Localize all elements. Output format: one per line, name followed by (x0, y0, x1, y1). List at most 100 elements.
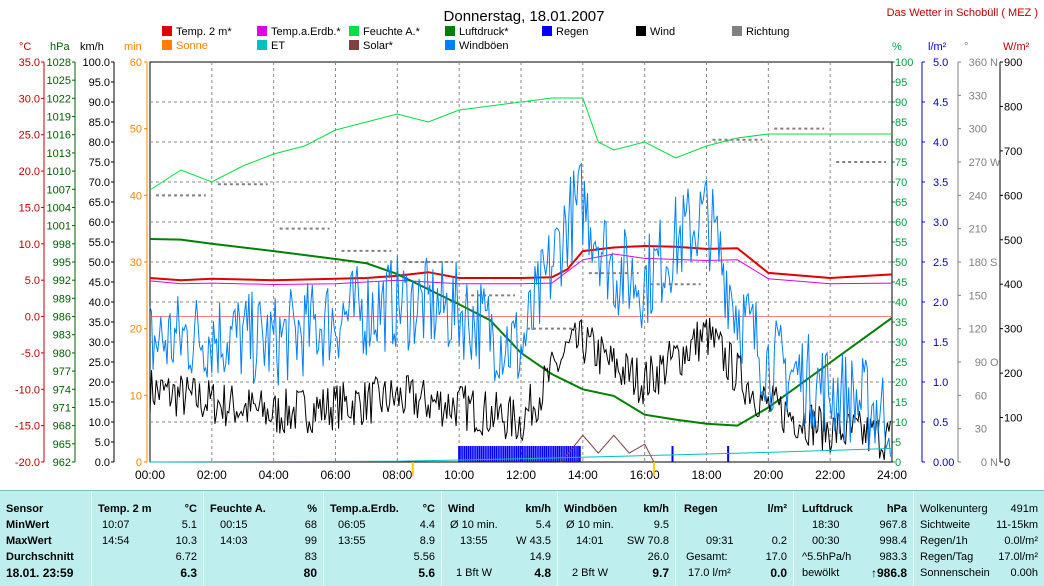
tick-hpa: 1013 (47, 148, 71, 160)
wind-max-time: 13:55 (460, 533, 488, 549)
press-current: ↑986.8 (871, 565, 907, 581)
rain-max-value: 0.2 (772, 533, 787, 549)
tick-pct: 30 (895, 337, 907, 349)
sensor-max-label: MaxWert (6, 533, 52, 549)
tick-temp: 0.0 (25, 312, 40, 324)
legend-label: Regen (556, 26, 588, 38)
gust-max-time: 14:01 (576, 533, 604, 549)
ground-avg: 5.56 (414, 549, 435, 565)
misc-rain1h-label: Regen/1h (920, 533, 968, 549)
hum-min-time: 00:15 (220, 517, 248, 533)
legend-label: ET (271, 40, 285, 52)
misc-visibility-value: 11-15km (996, 517, 1038, 533)
temp-max-time: 14:54 (102, 533, 130, 549)
tick-temp: -5.0 (21, 348, 40, 360)
tick-kmh: 70.0 (89, 177, 110, 189)
ground-max-value: 8.9 (420, 533, 435, 549)
tick-kmh: 85.0 (89, 117, 110, 129)
legend-label: Wind (650, 26, 675, 38)
tick-pct: 45 (895, 277, 907, 289)
tick-x: 08:00 (382, 468, 412, 482)
temp-max-value: 10.3 (176, 533, 197, 549)
legend-label: Temp. 2 m* (176, 26, 232, 38)
tick-dir: O (990, 357, 999, 369)
tick-kmh: 15.0 (89, 397, 110, 409)
hum-max-time: 14:03 (220, 533, 248, 549)
tick-wm2: 300 (1004, 324, 1022, 336)
stats-misc: Wolkenunterg 491m Sichtweite 11-15km Regen… (914, 491, 1044, 586)
tick-lm2: 0.00 (933, 457, 954, 469)
tick-kmh: 25.0 (89, 357, 110, 369)
stats-sensor: Sensor MinWert MaxWert Durchschnitt 18.0… (0, 491, 92, 586)
wind-current: 4.8 (534, 565, 551, 581)
gust-avg: 26.0 (648, 549, 669, 565)
tick-hpa: 1019 (47, 112, 71, 124)
tick-pct: 60 (895, 217, 907, 229)
tick-wm2: 200 (1004, 368, 1022, 380)
tick-lm2: 0.5 (933, 417, 948, 429)
legend-swatch (349, 40, 359, 50)
legend-swatch (732, 26, 742, 36)
tick-temp: 20.0 (19, 166, 40, 178)
tick-pct: 50 (895, 257, 907, 269)
legend-swatch (162, 40, 172, 50)
tick-deg: 150 (969, 290, 987, 302)
tick-hpa: 965 (53, 439, 71, 451)
legend-swatch (349, 26, 359, 36)
tick-pct: 40 (895, 297, 907, 309)
temp-current: 6.3 (180, 565, 197, 581)
legend-label: Sonne (176, 40, 208, 52)
ground-max-time: 13:55 (338, 533, 366, 549)
press-forecast: bewölkt (802, 565, 839, 581)
tick-min: 10 (130, 390, 142, 402)
legend-label: Feuchte A.* (363, 26, 421, 38)
tick-deg: 90 (975, 357, 987, 369)
temp-unit: °C (185, 501, 197, 517)
tick-dir: N (990, 57, 998, 69)
chart-title: Donnerstag, 18.01.2007 (444, 8, 605, 25)
tick-x: 14:00 (568, 468, 598, 482)
legend-label: Temp.a.Erdb.* (271, 26, 341, 38)
tick-deg: 180 (969, 257, 987, 269)
tick-kmh: 30.0 (89, 337, 110, 349)
press-label: Luftdruck (802, 501, 853, 517)
legend-swatch (636, 26, 646, 36)
tick-hpa: 962 (53, 457, 71, 469)
axis-unit-wm2: W/m² (1003, 41, 1030, 53)
misc-rain1h-value: 0.0l/m² (1004, 533, 1038, 549)
tick-x: 22:00 (815, 468, 845, 482)
tick-lm2: 1.5 (933, 337, 948, 349)
tick-kmh: 20.0 (89, 377, 110, 389)
tick-pct: 75 (895, 157, 907, 169)
ground-min-time: 06:05 (338, 517, 366, 533)
rain-label: Regen (684, 501, 718, 517)
press-unit: hPa (887, 501, 907, 517)
stats-ground-temp: Temp.a.Erdb. °C 06:05 4.4 13:55 8.9 5.56 5.… (324, 491, 442, 586)
temp-avg: 6.72 (176, 549, 197, 565)
weather-chart: Donnerstag, 18.01.2007 Das Wetter in Sch… (0, 0, 1044, 490)
tick-temp: 10.0 (19, 239, 40, 251)
tick-hpa: 1010 (47, 166, 71, 178)
tick-hpa: 1004 (47, 202, 71, 214)
tick-deg: 0 (981, 457, 987, 469)
rain-total-label: Gesamt: (686, 549, 728, 565)
tick-kmh: 95.0 (89, 77, 110, 89)
tick-pct: 25 (895, 357, 907, 369)
tick-pct: 35 (895, 317, 907, 329)
tick-hpa: 1022 (47, 93, 71, 105)
axis-unit-lm2: l/m² (928, 41, 947, 53)
legend-label: Luftdruck* (459, 26, 509, 38)
hum-unit: % (307, 501, 317, 517)
misc-sunshine-label: Sonnenschein (920, 565, 990, 581)
gust-avg10-value: 9.5 (654, 517, 669, 533)
wind-bft: 1 Bft W (456, 565, 492, 581)
tick-min: 30 (130, 257, 142, 269)
legend-swatch (542, 26, 552, 36)
hum-min-value: 68 (305, 517, 317, 533)
tick-x: 06:00 (320, 468, 350, 482)
tick-hpa: 992 (53, 275, 71, 287)
tick-pct: 80 (895, 137, 907, 149)
misc-rainday-label: Regen/Tag (920, 549, 973, 565)
tick-x: 16:00 (630, 468, 660, 482)
tick-kmh: 35.0 (89, 317, 110, 329)
